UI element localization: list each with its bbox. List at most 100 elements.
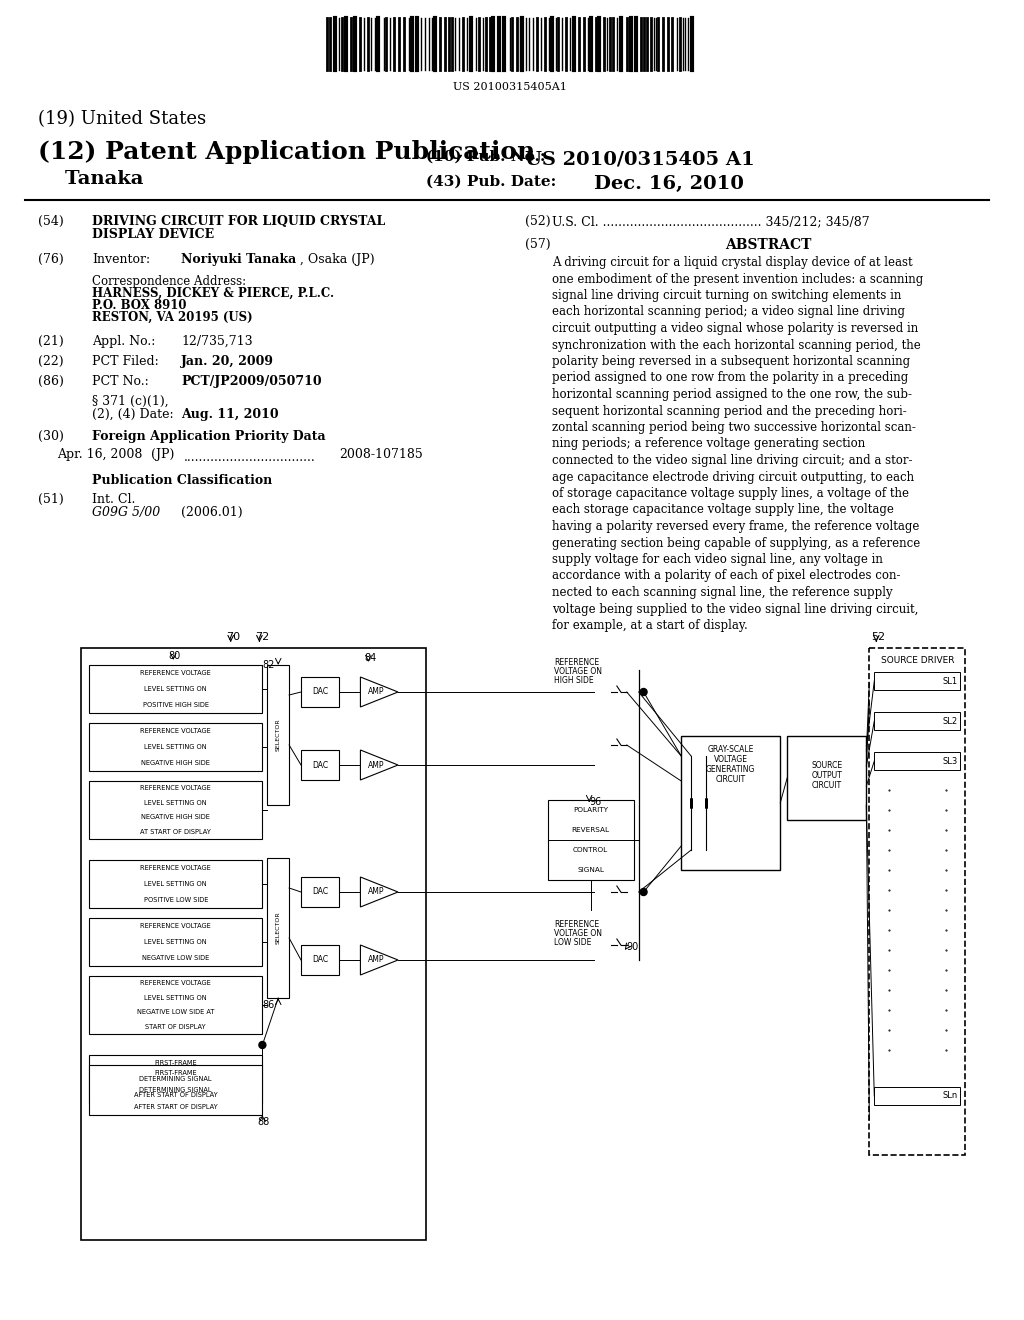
Text: 12/735,713: 12/735,713: [181, 335, 253, 348]
Text: US 20100315405A1: US 20100315405A1: [453, 82, 567, 92]
Text: SELECTOR: SELECTOR: [275, 912, 281, 944]
Text: AMP: AMP: [368, 760, 384, 770]
Text: REFERENCE: REFERENCE: [554, 657, 600, 667]
Text: SOURCE DRIVER: SOURCE DRIVER: [881, 656, 954, 665]
Text: VOLTAGE ON: VOLTAGE ON: [554, 667, 602, 676]
Text: Publication Classification: Publication Classification: [92, 474, 272, 487]
Text: DAC: DAC: [311, 956, 328, 965]
Text: (12) Patent Application Publication: (12) Patent Application Publication: [38, 140, 535, 164]
Text: AT START OF DISPLAY: AT START OF DISPLAY: [140, 829, 211, 834]
Text: 70: 70: [225, 632, 240, 642]
Text: AFTER START OF DISPLAY: AFTER START OF DISPLAY: [134, 1092, 218, 1098]
Text: 84: 84: [365, 653, 377, 663]
Text: Apr. 16, 2008: Apr. 16, 2008: [57, 447, 142, 461]
Text: US 2010/0315405 A1: US 2010/0315405 A1: [524, 150, 755, 168]
Text: FIRST-FRAME: FIRST-FRAME: [155, 1060, 197, 1067]
Circle shape: [259, 1041, 266, 1048]
Text: PCT/JP2009/050710: PCT/JP2009/050710: [181, 375, 322, 388]
Text: CONTROL: CONTROL: [573, 847, 608, 853]
Text: PCT Filed:: PCT Filed:: [92, 355, 159, 368]
Text: ABSTRACT: ABSTRACT: [725, 238, 811, 252]
Text: A driving circuit for a liquid crystal display device of at least
one embodiment: A driving circuit for a liquid crystal d…: [553, 256, 924, 632]
Text: (43) Pub. Date:: (43) Pub. Date:: [426, 176, 556, 189]
Bar: [89, 1055, 262, 1104]
Bar: [81, 648, 426, 1239]
Text: NEGATIVE HIGH SIDE: NEGATIVE HIGH SIDE: [141, 760, 210, 766]
Text: Appl. No.:: Appl. No.:: [92, 335, 156, 348]
Text: 2008-107185: 2008-107185: [340, 447, 423, 461]
Bar: [89, 1065, 262, 1115]
Text: (2006.01): (2006.01): [181, 506, 243, 519]
Text: REFERENCE VOLTAGE: REFERENCE VOLTAGE: [140, 865, 211, 871]
Text: Dec. 16, 2010: Dec. 16, 2010: [594, 176, 744, 193]
Text: GENERATING: GENERATING: [706, 766, 756, 775]
Text: REFERENCE VOLTAGE: REFERENCE VOLTAGE: [140, 729, 211, 734]
Text: POSITIVE LOW SIDE: POSITIVE LOW SIDE: [143, 898, 208, 903]
Bar: [869, 648, 966, 1155]
Text: SLn: SLn: [942, 1092, 957, 1101]
Polygon shape: [360, 677, 398, 708]
Text: GRAY-SCALE: GRAY-SCALE: [708, 746, 754, 755]
Text: OUTPUT: OUTPUT: [811, 771, 842, 780]
Text: (51): (51): [38, 492, 63, 506]
Text: SELECTOR: SELECTOR: [275, 718, 281, 751]
Text: Foreign Application Priority Data: Foreign Application Priority Data: [92, 430, 326, 444]
Text: LEVEL SETTING ON: LEVEL SETTING ON: [144, 880, 207, 887]
Bar: [89, 861, 262, 908]
Text: (19) United States: (19) United States: [38, 110, 206, 128]
Text: § 371 (c)(1),: § 371 (c)(1),: [92, 395, 169, 408]
Bar: [89, 975, 262, 1034]
Bar: [874, 711, 961, 730]
Text: Jan. 20, 2009: Jan. 20, 2009: [181, 355, 274, 368]
Text: 82: 82: [262, 660, 274, 671]
Text: NEGATIVE LOW SIDE: NEGATIVE LOW SIDE: [142, 954, 209, 961]
Text: (76): (76): [38, 253, 63, 267]
Text: , Osaka (JP): , Osaka (JP): [300, 253, 375, 267]
Text: LOW SIDE: LOW SIDE: [554, 939, 592, 946]
Text: VOLTAGE: VOLTAGE: [714, 755, 748, 764]
Text: (21): (21): [38, 335, 63, 348]
Bar: [874, 672, 961, 690]
Text: 88: 88: [257, 1117, 269, 1127]
Text: REFERENCE: REFERENCE: [554, 920, 600, 929]
Polygon shape: [360, 750, 398, 780]
Text: LEVEL SETTING ON: LEVEL SETTING ON: [144, 686, 207, 692]
Text: (JP): (JP): [152, 447, 175, 461]
Text: PCT No.:: PCT No.:: [92, 375, 148, 388]
Text: SIGNAL: SIGNAL: [578, 867, 604, 873]
Bar: [301, 876, 339, 907]
Text: 80: 80: [168, 651, 180, 661]
Text: LEVEL SETTING ON: LEVEL SETTING ON: [144, 744, 207, 750]
Text: POSITIVE HIGH SIDE: POSITIVE HIGH SIDE: [142, 702, 209, 708]
Bar: [301, 945, 339, 975]
Bar: [874, 752, 961, 770]
Text: LEVEL SETTING ON: LEVEL SETTING ON: [144, 939, 207, 945]
Text: START OF DISPLAY: START OF DISPLAY: [145, 1024, 206, 1030]
Text: CIRCUIT: CIRCUIT: [812, 781, 842, 791]
Text: VOLTAGE ON: VOLTAGE ON: [554, 929, 602, 939]
Text: POLARITY: POLARITY: [573, 807, 608, 813]
Text: (2), (4) Date:: (2), (4) Date:: [92, 408, 174, 421]
Text: ..................................: ..................................: [184, 451, 316, 465]
Text: 96: 96: [589, 797, 601, 807]
Text: DETERMINING SIGNAL: DETERMINING SIGNAL: [139, 1086, 212, 1093]
Text: RESTON, VA 20195 (US): RESTON, VA 20195 (US): [92, 312, 253, 323]
Text: 86: 86: [262, 1001, 274, 1010]
Circle shape: [640, 689, 647, 696]
Text: HARNESS, DICKEY & PIERCE, P.L.C.: HARNESS, DICKEY & PIERCE, P.L.C.: [92, 286, 334, 300]
Bar: [301, 750, 339, 780]
Text: P.O. BOX 8910: P.O. BOX 8910: [92, 300, 186, 312]
Text: REFERENCE VOLTAGE: REFERENCE VOLTAGE: [140, 923, 211, 929]
Text: 90: 90: [627, 942, 639, 952]
Text: DAC: DAC: [311, 760, 328, 770]
Text: DETERMINING SIGNAL: DETERMINING SIGNAL: [139, 1076, 212, 1082]
Text: REFERENCE VOLTAGE: REFERENCE VOLTAGE: [140, 785, 211, 791]
Text: REFERENCE VOLTAGE: REFERENCE VOLTAGE: [140, 981, 211, 986]
Text: 52: 52: [871, 632, 886, 642]
Bar: [548, 800, 634, 880]
Text: Noriyuki Tanaka: Noriyuki Tanaka: [181, 253, 296, 267]
Bar: [874, 1086, 961, 1105]
Bar: [301, 677, 339, 708]
Text: NEGATIVE HIGH SIDE: NEGATIVE HIGH SIDE: [141, 814, 210, 820]
Text: Inventor:: Inventor:: [92, 253, 151, 267]
